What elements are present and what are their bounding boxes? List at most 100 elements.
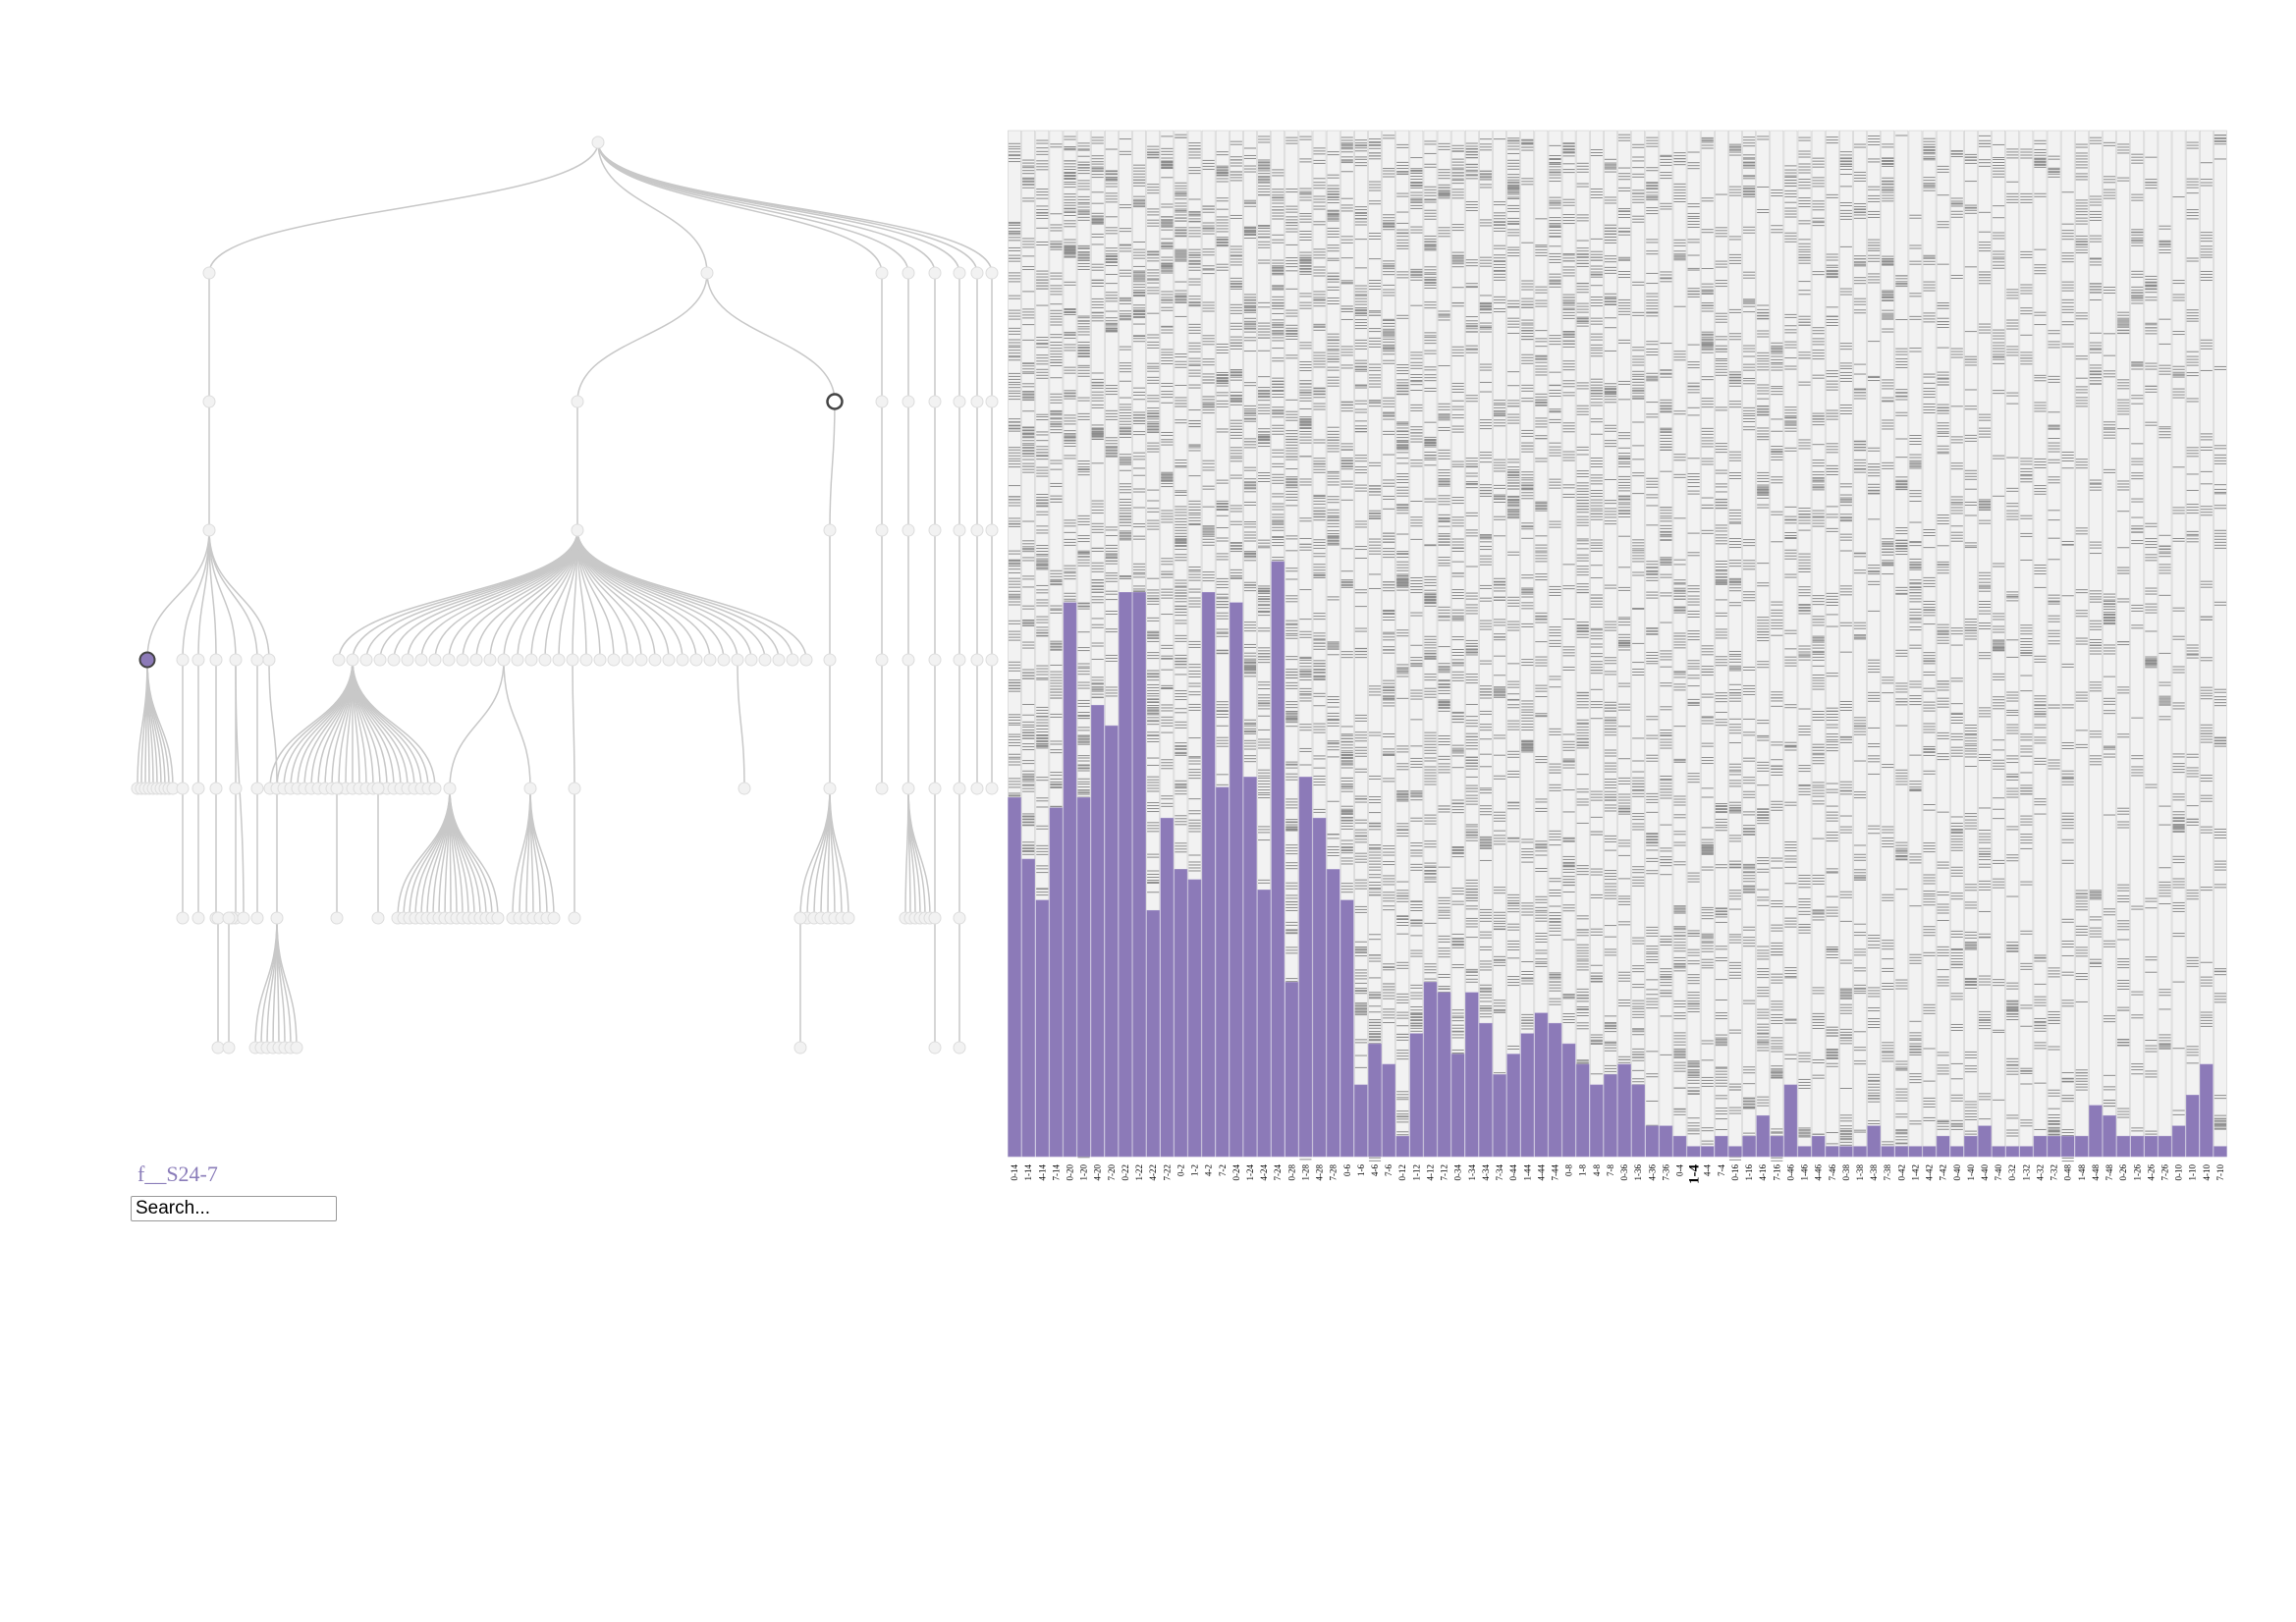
tree-link xyxy=(268,659,278,789)
tree-node[interactable] xyxy=(823,653,837,667)
tree-node[interactable] xyxy=(176,911,190,925)
tree-node[interactable] xyxy=(387,653,401,667)
tree-node[interactable] xyxy=(662,653,676,667)
tree-link xyxy=(352,659,436,789)
tree-node[interactable] xyxy=(648,653,662,667)
tree-link xyxy=(706,272,836,403)
tree-node[interactable] xyxy=(346,653,359,667)
tree-node[interactable] xyxy=(566,653,579,667)
tree-link xyxy=(208,529,270,661)
tree-node[interactable] xyxy=(373,653,387,667)
tree-node[interactable] xyxy=(330,782,344,795)
tree-link xyxy=(597,141,993,274)
tree-link xyxy=(503,659,531,789)
tree-node[interactable] xyxy=(414,653,428,667)
tree-node[interactable] xyxy=(591,135,605,149)
tree-node[interactable] xyxy=(191,911,205,925)
tree-node[interactable] xyxy=(497,653,511,667)
tree-node[interactable] xyxy=(191,653,205,667)
phylogenetic-tree xyxy=(131,135,999,1054)
tree-node[interactable] xyxy=(483,653,497,667)
tree-node[interactable] xyxy=(332,653,346,667)
tree-link xyxy=(449,787,499,919)
tree-node[interactable] xyxy=(359,653,373,667)
tree-node[interactable] xyxy=(607,653,621,667)
tree-link xyxy=(146,529,210,661)
tree-node[interactable] xyxy=(428,653,442,667)
tree-node-selected[interactable] xyxy=(138,651,156,669)
tree-node[interactable] xyxy=(786,653,799,667)
tree-node[interactable] xyxy=(176,782,190,795)
tree-node-highlighted[interactable] xyxy=(826,393,844,410)
tree-node[interactable] xyxy=(250,782,264,795)
tree-node[interactable] xyxy=(717,653,731,667)
tree-node[interactable] xyxy=(270,911,284,925)
tree-node[interactable] xyxy=(568,782,581,795)
tree-node[interactable] xyxy=(202,395,216,408)
tree-node[interactable] xyxy=(222,1041,236,1054)
tree-node[interactable] xyxy=(579,653,593,667)
tree-node[interactable] xyxy=(330,911,344,925)
tree-node[interactable] xyxy=(428,782,442,795)
tree-node[interactable] xyxy=(772,653,786,667)
tree-link xyxy=(829,401,836,531)
tree-node[interactable] xyxy=(700,266,714,280)
tree-node[interactable] xyxy=(191,782,205,795)
tree-links xyxy=(137,141,993,1049)
tree-link xyxy=(829,787,849,919)
tree-node[interactable] xyxy=(371,911,385,925)
tree-node[interactable] xyxy=(209,653,223,667)
tree-node[interactable] xyxy=(222,911,236,925)
tree-link xyxy=(449,659,505,789)
tree-link xyxy=(597,141,708,274)
tree-node[interactable] xyxy=(621,653,634,667)
tree-node[interactable] xyxy=(676,653,689,667)
tree-node[interactable] xyxy=(758,653,772,667)
tree-node[interactable] xyxy=(371,782,385,795)
tree-link xyxy=(907,787,931,919)
tree-link xyxy=(597,141,936,274)
tree-node[interactable] xyxy=(703,653,717,667)
tree-node[interactable] xyxy=(524,653,538,667)
tree-link xyxy=(576,529,807,661)
tree-link xyxy=(597,141,909,274)
tree-node[interactable] xyxy=(491,911,505,925)
tree-node[interactable] xyxy=(229,782,243,795)
tree-node[interactable] xyxy=(262,653,276,667)
tree-node[interactable] xyxy=(689,653,703,667)
tree-link xyxy=(146,659,174,789)
tree-node[interactable] xyxy=(229,653,243,667)
tree-node[interactable] xyxy=(250,911,264,925)
tree-node[interactable] xyxy=(744,653,758,667)
tree-node[interactable] xyxy=(538,653,552,667)
tree-node[interactable] xyxy=(571,395,584,408)
tree-node[interactable] xyxy=(523,782,537,795)
tree-node[interactable] xyxy=(823,523,837,537)
tree-node[interactable] xyxy=(799,653,813,667)
tree-node[interactable] xyxy=(202,266,216,280)
tree-node[interactable] xyxy=(176,653,190,667)
tree-node[interactable] xyxy=(290,1041,303,1054)
tree-node[interactable] xyxy=(511,653,524,667)
tree-node[interactable] xyxy=(823,782,837,795)
tree-node[interactable] xyxy=(731,653,744,667)
tree-link xyxy=(737,659,745,789)
tree-node[interactable] xyxy=(593,653,607,667)
tree-link xyxy=(576,272,708,403)
tree-node[interactable] xyxy=(568,911,581,925)
tree-nodes xyxy=(131,135,999,1054)
tree-node[interactable] xyxy=(209,782,223,795)
tree-node[interactable] xyxy=(202,523,216,537)
tree-node[interactable] xyxy=(738,782,751,795)
tree-node[interactable] xyxy=(456,653,469,667)
tree-link xyxy=(529,787,555,919)
tree-link xyxy=(208,141,599,274)
tree-node[interactable] xyxy=(401,653,414,667)
tree-node[interactable] xyxy=(634,653,648,667)
tree-node[interactable] xyxy=(469,653,483,667)
tree-node[interactable] xyxy=(442,653,456,667)
tree-node[interactable] xyxy=(571,523,584,537)
tree-node[interactable] xyxy=(443,782,457,795)
tree-node[interactable] xyxy=(547,911,561,925)
tree-node[interactable] xyxy=(552,653,566,667)
